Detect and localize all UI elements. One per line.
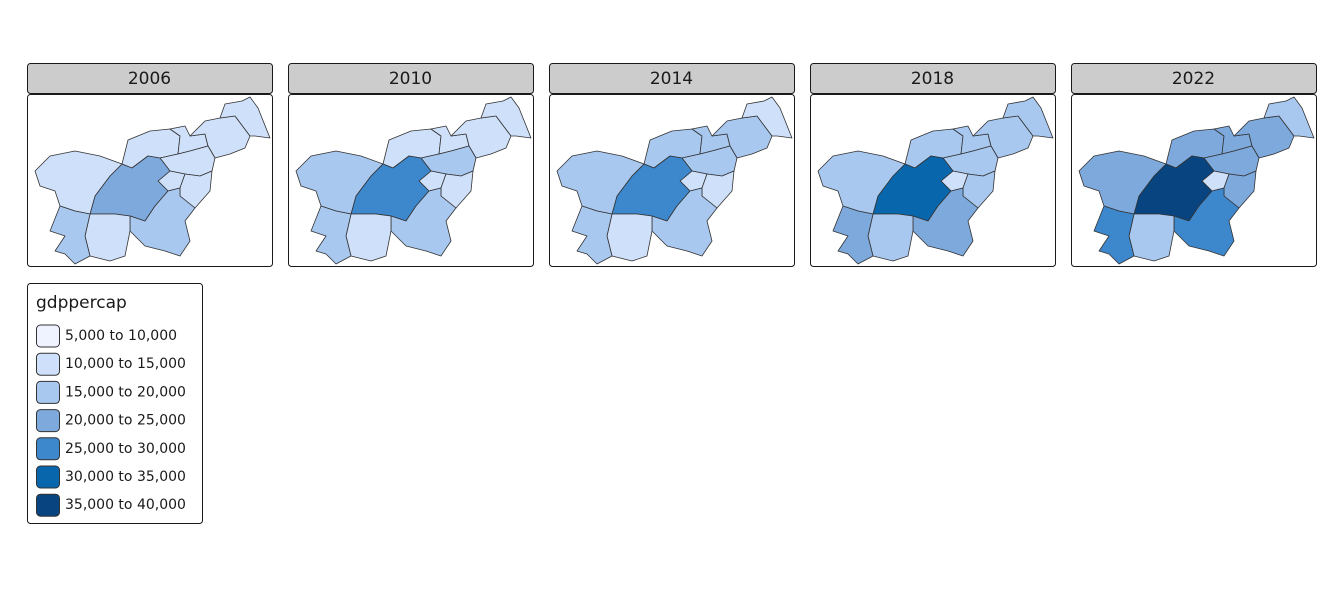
region: [711, 115, 773, 159]
legend-swatch: [36, 437, 60, 461]
legend-label: 35,000 to 40,000: [65, 497, 186, 513]
region: [571, 205, 613, 265]
map: [556, 96, 793, 265]
legend-label: 20,000 to 25,000: [65, 413, 186, 429]
region: [129, 187, 196, 257]
region: [295, 150, 384, 215]
legend-label: 25,000 to 30,000: [65, 441, 186, 457]
legend-label: 30,000 to 35,000: [65, 469, 186, 485]
panel-header: [288, 63, 534, 94]
legend-swatch: [36, 465, 60, 489]
legend-label: 15,000 to 20,000: [65, 384, 186, 400]
region: [49, 205, 91, 265]
region: [1233, 115, 1295, 159]
region: [741, 96, 793, 139]
panel-title: 2006: [128, 69, 171, 89]
region: [651, 187, 718, 257]
region: [1173, 187, 1240, 257]
region: [832, 205, 874, 265]
region: [912, 187, 979, 257]
region: [972, 115, 1034, 159]
region: [450, 115, 512, 159]
legend-box: [27, 283, 203, 524]
region: [84, 213, 131, 262]
panel-header: [27, 63, 273, 94]
region: [390, 187, 457, 257]
region: [606, 213, 653, 262]
legend-swatch: [36, 380, 60, 404]
region: [345, 213, 392, 262]
panel-title: 2010: [389, 69, 432, 89]
region: [34, 150, 123, 215]
map: [34, 96, 271, 265]
legend-swatch: [36, 493, 60, 517]
map: [817, 96, 1054, 265]
region: [1078, 150, 1167, 215]
map: [295, 96, 532, 265]
region: [1263, 96, 1315, 139]
region: [1002, 96, 1054, 139]
region: [480, 96, 532, 139]
region: [867, 213, 914, 262]
region: [1093, 205, 1135, 265]
region: [1128, 213, 1175, 262]
region: [310, 205, 352, 265]
region: [817, 150, 906, 215]
region: [556, 150, 645, 215]
panel-title: 2014: [650, 69, 693, 89]
legend-title: gdppercap: [36, 293, 127, 313]
region: [219, 96, 271, 139]
legend-swatch: [36, 324, 60, 348]
panel-header: [1071, 63, 1317, 94]
panel-header: [549, 63, 795, 94]
legend-label: 5,000 to 10,000: [65, 328, 177, 344]
panel-header: [810, 63, 1056, 94]
legend-label: 10,000 to 15,000: [65, 356, 186, 372]
map: [1078, 96, 1315, 265]
region: [189, 115, 251, 159]
legend-swatch: [36, 409, 60, 433]
panel-title: 2018: [911, 69, 954, 89]
legend-swatch: [36, 352, 60, 376]
panel-title: 2022: [1172, 69, 1215, 89]
